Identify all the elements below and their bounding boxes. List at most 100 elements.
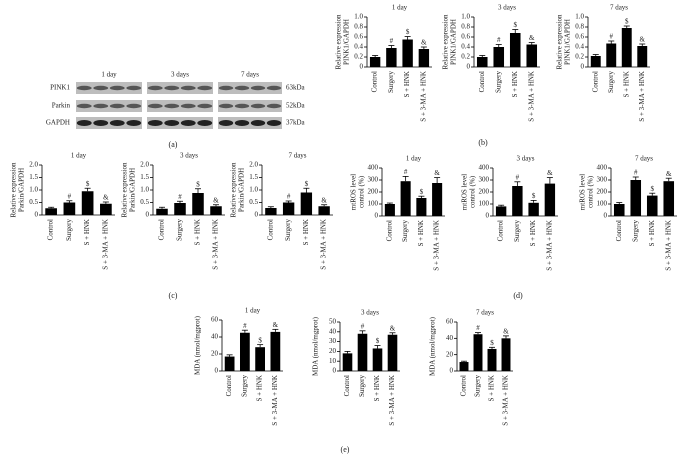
annotation: # bbox=[243, 322, 247, 330]
y-tick-label: 20 bbox=[446, 350, 454, 358]
y-axis-label: PINK1/GAPDH bbox=[450, 19, 458, 65]
bar bbox=[432, 183, 443, 216]
x-tick-label: Control bbox=[615, 220, 623, 241]
x-tick-label: S + 3-MA + HNK bbox=[212, 219, 220, 270]
blot-band bbox=[180, 120, 196, 126]
annotation: & bbox=[213, 196, 219, 204]
blot-size-label: 37kDa bbox=[286, 119, 306, 127]
y-tick-label: 0 bbox=[604, 212, 608, 220]
y-tick-label: 0 bbox=[467, 63, 471, 71]
blot-band bbox=[266, 103, 282, 109]
x-tick-label: Surgery bbox=[65, 219, 73, 242]
x-tick-label: S + 3-MA + HNK bbox=[502, 375, 510, 426]
y-axis-label: Relative expression bbox=[230, 162, 238, 218]
bar bbox=[459, 362, 469, 371]
y-tick-label: 10 bbox=[329, 357, 337, 365]
y-tick-label: 300 bbox=[368, 176, 379, 184]
y-axis-label: mtROS level bbox=[461, 174, 469, 210]
y-axis-label: Relative expression bbox=[442, 14, 450, 70]
x-tick-label: S + 3-MA + HNK bbox=[388, 375, 396, 426]
y-tick-label: 1.0 bbox=[140, 186, 149, 194]
bar bbox=[544, 183, 556, 216]
bar bbox=[646, 195, 658, 216]
y-tick-label: 200 bbox=[597, 188, 608, 196]
y-tick-label: 0 bbox=[35, 211, 39, 219]
blot-band bbox=[147, 85, 163, 91]
y-axis-label: Relative expression bbox=[335, 14, 343, 70]
blot-band bbox=[234, 120, 250, 126]
x-tick-label: Control bbox=[497, 220, 505, 241]
panel-label: (c) bbox=[169, 291, 178, 300]
blot-band bbox=[180, 103, 196, 109]
x-tick-label: Surgery bbox=[387, 71, 395, 94]
y-tick-label: 0.8 bbox=[354, 23, 363, 31]
y-tick-label: 100 bbox=[479, 200, 490, 208]
bar bbox=[476, 57, 488, 67]
bar bbox=[487, 348, 497, 371]
y-tick-label: 1.0 bbox=[249, 186, 258, 194]
blot-band bbox=[218, 103, 234, 109]
annotation: # bbox=[361, 322, 365, 330]
y-tick-label: 400 bbox=[368, 164, 379, 172]
y-axis-label: Relative expression bbox=[10, 162, 18, 218]
bar bbox=[509, 33, 521, 67]
y-tick-label: 0.4 bbox=[575, 43, 584, 51]
x-tick-label: S + 3-MA + HNK bbox=[101, 219, 109, 270]
x-tick-label: S + HNK bbox=[256, 375, 264, 402]
y-axis-label: Relative expression bbox=[121, 162, 129, 218]
y-tick-label: 0.5 bbox=[249, 198, 258, 206]
y-tick-label: 0.4 bbox=[354, 43, 363, 51]
y-tick-label: 1.0 bbox=[29, 186, 38, 194]
x-tick-label: S + HNK bbox=[302, 219, 310, 246]
annotation: & bbox=[503, 327, 509, 335]
bar bbox=[590, 56, 601, 67]
blot-size-label: 63kDa bbox=[286, 84, 306, 92]
blot-band bbox=[109, 85, 125, 91]
bar bbox=[473, 334, 483, 371]
y-tick-label: 40 bbox=[329, 327, 337, 335]
x-tick-label: Surgery bbox=[607, 71, 615, 94]
blot-band bbox=[250, 103, 266, 109]
bar bbox=[63, 202, 76, 215]
x-tick-label: Control bbox=[478, 71, 486, 92]
y-axis-label: Relative expression bbox=[556, 14, 564, 70]
y-tick-label: 0.6 bbox=[461, 33, 470, 41]
y-axis-label: control (%) bbox=[587, 175, 595, 208]
blot-band bbox=[126, 103, 142, 109]
y-tick-label: 100 bbox=[368, 200, 379, 208]
annotation: $ bbox=[86, 180, 90, 188]
bar bbox=[528, 202, 539, 216]
blot-band bbox=[250, 85, 266, 91]
y-tick-label: 400 bbox=[597, 164, 608, 172]
blot-band bbox=[164, 120, 180, 126]
bar bbox=[210, 206, 222, 215]
bar bbox=[174, 203, 186, 215]
y-axis-label: control (%) bbox=[358, 175, 366, 208]
blot-band bbox=[266, 120, 282, 126]
x-tick-label: Control bbox=[591, 71, 599, 92]
annotation: # bbox=[516, 173, 520, 181]
annotation: & bbox=[390, 324, 396, 332]
bar bbox=[239, 332, 250, 371]
y-tick-label: 0 bbox=[333, 367, 337, 375]
bar bbox=[386, 48, 397, 67]
y-axis-label: control (%) bbox=[469, 175, 477, 208]
bar bbox=[402, 39, 413, 67]
y-tick-label: 1.0 bbox=[354, 13, 363, 21]
blot-band bbox=[164, 85, 180, 91]
bar bbox=[372, 348, 383, 371]
chart-title: 3 days bbox=[516, 155, 534, 163]
blot-band bbox=[76, 120, 92, 126]
annotation: # bbox=[497, 36, 501, 44]
blot-lane bbox=[76, 100, 142, 112]
y-axis-label: MDA (nmol/mgprot) bbox=[429, 316, 437, 376]
chart-title: 7 days bbox=[635, 155, 653, 163]
y-tick-label: 2.0 bbox=[249, 161, 258, 169]
blot-day-label: 7 days bbox=[241, 71, 259, 79]
blot-band bbox=[93, 120, 109, 126]
blot-protein-label: PINK1 bbox=[50, 84, 70, 92]
y-axis-label: mtROS level bbox=[579, 174, 587, 210]
x-tick-label: S + HNK bbox=[511, 71, 519, 98]
x-tick-label: Control bbox=[47, 219, 55, 240]
